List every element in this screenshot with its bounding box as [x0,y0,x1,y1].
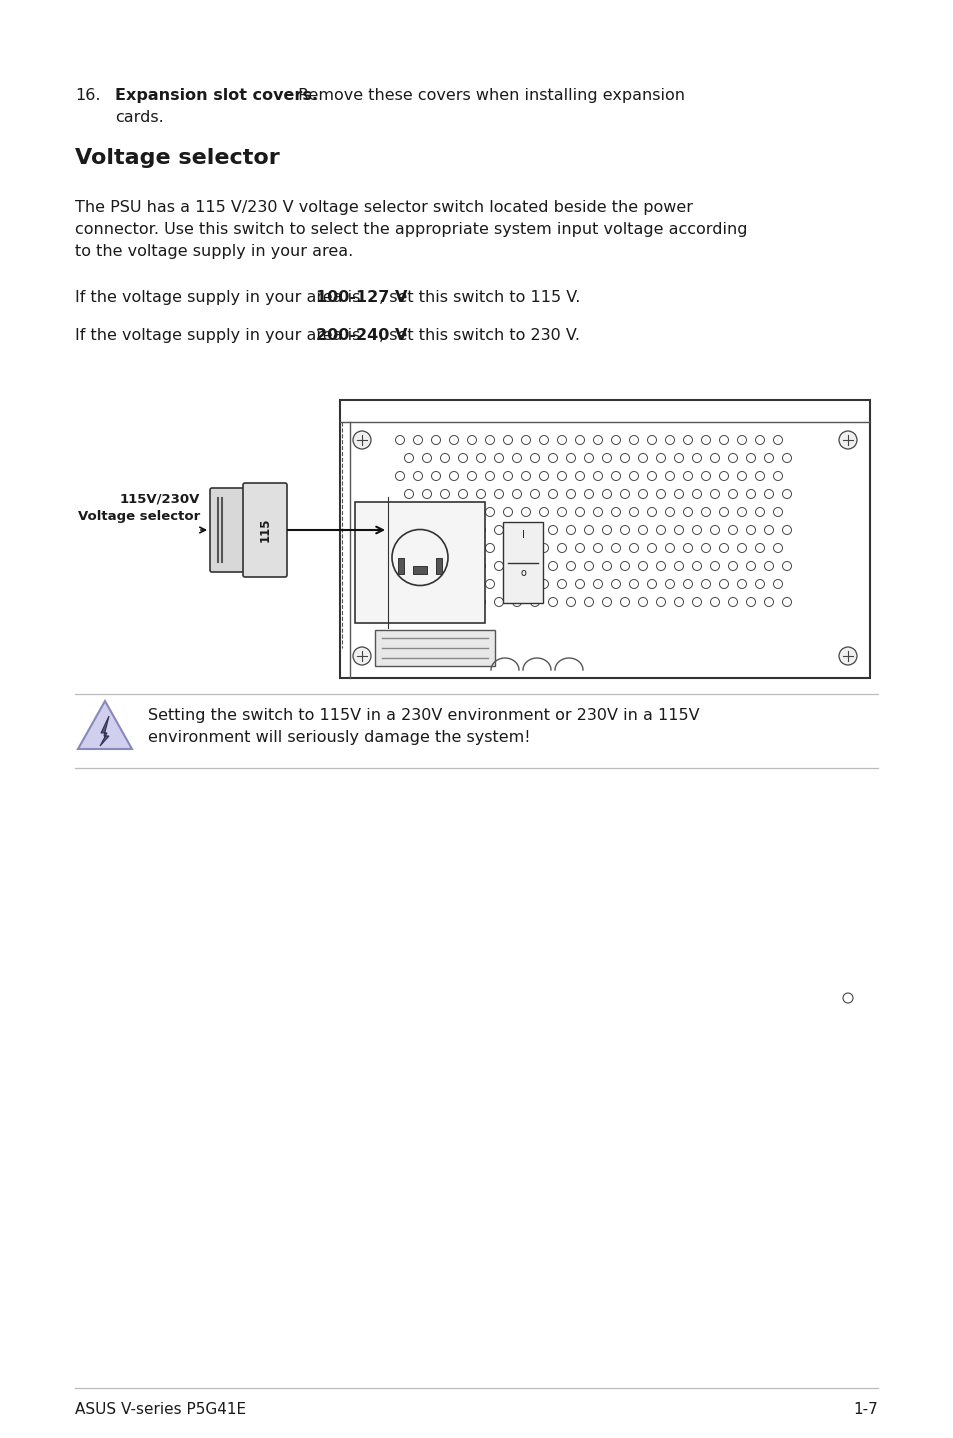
Text: 1-7: 1-7 [852,1402,877,1416]
Text: If the voltage supply in your area is: If the voltage supply in your area is [75,328,365,344]
Bar [339,400,869,677]
Text: to the voltage supply in your area.: to the voltage supply in your area. [75,244,353,259]
FancyBboxPatch shape [210,487,244,572]
Polygon shape [100,716,109,746]
Text: o: o [519,568,525,578]
Bar [436,558,441,574]
Bar [375,630,495,666]
Text: Voltage selector: Voltage selector [75,148,279,168]
Text: The PSU has a 115 V/230 V voltage selector switch located beside the power: The PSU has a 115 V/230 V voltage select… [75,200,692,216]
Bar [502,522,542,603]
Circle shape [838,431,856,449]
Polygon shape [78,700,132,749]
FancyBboxPatch shape [243,483,287,577]
Text: 16.: 16. [75,88,100,104]
Bar [397,558,403,574]
Text: Setting the switch to 115V in a 230V environment or 230V in a 115V: Setting the switch to 115V in a 230V env… [148,707,699,723]
Bar [413,565,427,574]
Text: 115: 115 [258,518,272,542]
Text: Voltage selector: Voltage selector [77,510,200,523]
Text: 115V/230V: 115V/230V [119,492,200,505]
Text: , set this switch to 230 V.: , set this switch to 230 V. [379,328,579,344]
Bar [355,502,484,623]
Text: environment will seriously damage the system!: environment will seriously damage the sy… [148,731,530,745]
Text: 200-240 V: 200-240 V [316,328,407,344]
Bar [339,400,869,421]
Text: , set this switch to 115 V.: , set this switch to 115 V. [379,290,580,305]
Text: connector. Use this switch to select the appropriate system input voltage accord: connector. Use this switch to select the… [75,221,747,237]
Text: cards.: cards. [115,109,164,125]
Circle shape [353,647,371,664]
Text: Expansion slot covers.: Expansion slot covers. [115,88,317,104]
Text: 100-127 V: 100-127 V [316,290,407,305]
Text: I: I [521,531,524,541]
Circle shape [838,647,856,664]
Text: Remove these covers when installing expansion: Remove these covers when installing expa… [293,88,684,104]
Text: ASUS V-series P5G41E: ASUS V-series P5G41E [75,1402,246,1416]
Text: If the voltage supply in your area is: If the voltage supply in your area is [75,290,365,305]
Circle shape [353,431,371,449]
